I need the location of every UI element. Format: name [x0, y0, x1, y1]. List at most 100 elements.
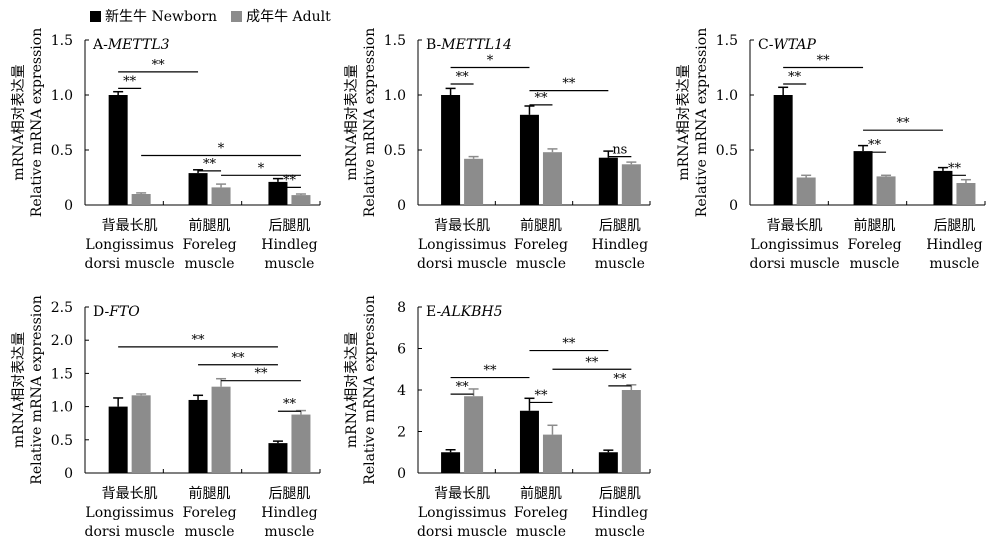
category-label-en: Longissimus: [418, 237, 507, 253]
category-label-en: Longissimus: [750, 237, 839, 253]
y-axis-label-cn: mRNA相对表达量: [344, 64, 360, 180]
category-label-en2: muscle: [185, 524, 235, 540]
category-label-en: Foreleg: [183, 237, 237, 253]
y-tick-label: 0.5: [51, 143, 73, 159]
y-axis-label-en: Relative mRNA expression: [29, 28, 45, 217]
significance-label: **: [283, 397, 297, 412]
y-axis-label-en: Relative mRNA expression: [694, 28, 710, 217]
bar-newborn-2: [598, 452, 618, 473]
category-label-cn: 后腿肌: [599, 218, 641, 234]
category-label-en: Foreleg: [514, 505, 568, 521]
significance-label: *: [218, 142, 225, 157]
y-tick-label: 0: [64, 198, 73, 214]
bar-adult-2: [621, 390, 641, 473]
significance-label: **: [123, 74, 137, 89]
significance-label: **: [897, 116, 911, 131]
bar-newborn-0: [108, 406, 128, 473]
significance-label: ns: [612, 143, 627, 158]
category-label-en2: muscle: [516, 256, 566, 272]
y-tick-label: 2.5: [51, 300, 73, 316]
category-label-en: Hindleg: [592, 237, 648, 253]
bar-newborn-1: [188, 173, 208, 205]
bar-adult-1: [876, 176, 896, 205]
category-label-en2: muscle: [595, 524, 645, 540]
category-label-cn: 背最长肌: [767, 218, 823, 234]
y-tick-label: 1.5: [51, 366, 73, 382]
significance-label: **: [534, 388, 548, 403]
y-tick-label: 1.0: [51, 400, 73, 416]
bar-adult-0: [131, 194, 151, 205]
significance-label: **: [562, 77, 576, 92]
significance-label: **: [152, 58, 166, 73]
bar-adult-1: [542, 152, 562, 205]
category-label-cn: 后腿肌: [268, 218, 310, 234]
bar-newborn-2: [598, 157, 618, 205]
bar-adult-0: [464, 396, 484, 473]
bar-newborn-0: [441, 452, 461, 473]
significance-label: **: [868, 138, 882, 153]
category-label-en2: muscle: [185, 256, 235, 272]
y-axis-label-en: Relative mRNA expression: [362, 295, 378, 484]
significance-label: **: [788, 70, 802, 85]
panel-title-gene: METTL14: [440, 37, 512, 53]
bar-newborn-2: [268, 443, 288, 473]
bar-newborn-2: [933, 170, 953, 205]
panel-a: 0 0.5 1.0 1.5 mRNA相对表达量 Relative mRNA express…: [11, 28, 321, 272]
category-label-cn: 前腿肌: [189, 217, 231, 234]
significance-label: **: [948, 161, 962, 176]
significance-label: **: [203, 157, 217, 172]
panel-d: 0 0.5 1.0 1.5 2.0 2.5 mRNA相对表达量 Relative mRNA e…: [11, 295, 321, 540]
panel-title-prefix: B-: [426, 37, 442, 53]
bar-newborn-0: [441, 95, 461, 205]
y-tick-label: 0.5: [384, 143, 406, 159]
panel-c: 0 0.5 1.0 1.5 mRNA相对表达量 Relative mRNA express…: [676, 28, 986, 272]
panel-title-prefix: C-: [758, 37, 774, 53]
category-label-cn: 前腿肌: [854, 217, 896, 234]
y-tick-label: 0.5: [51, 433, 73, 449]
legend-label-newborn: 新生牛 Newborn: [105, 9, 218, 25]
panel-title-gene: METTL3: [107, 37, 170, 53]
category-label-en2: muscle: [850, 256, 900, 272]
category-label-cn: 前腿肌: [520, 217, 562, 234]
bar-adult-2: [956, 183, 976, 205]
y-axis-label-en: Relative mRNA expression: [29, 295, 45, 484]
category-label-cn: 背最长肌: [434, 218, 490, 234]
panel-title: B-METTL14: [426, 37, 512, 53]
category-label-en2: dorsi muscle: [85, 524, 175, 540]
category-label-en: Hindleg: [261, 237, 317, 253]
bar-adult-2: [291, 195, 311, 205]
y-tick-label: 1.5: [716, 33, 738, 49]
y-tick-label: 2: [397, 425, 406, 441]
bar-adult-0: [796, 177, 816, 205]
bar-adult-1: [542, 434, 562, 473]
y-tick-label: 1.5: [51, 33, 73, 49]
bar-adult-0: [131, 395, 151, 473]
category-label-en: Foreleg: [514, 237, 568, 253]
y-tick-label: 0.5: [716, 143, 738, 159]
y-tick-label: 1.0: [384, 88, 406, 104]
panel-title: E-ALKBH5: [426, 304, 503, 320]
panel-e: 0 2 4 6 8 mRNA相对表达量 Relative mRNA expression E-…: [344, 295, 651, 540]
bar-adult-1: [211, 386, 231, 473]
bar-newborn-1: [519, 410, 539, 473]
bar-newborn-1: [519, 114, 539, 205]
y-tick-label: 0: [397, 466, 406, 482]
bar-adult-0: [464, 158, 484, 205]
bar-adult-2: [621, 164, 641, 205]
category-label-en2: muscle: [929, 256, 979, 272]
y-tick-label: 8: [397, 300, 406, 316]
category-label-en2: muscle: [516, 524, 566, 540]
category-label-en: Longissimus: [418, 505, 507, 521]
significance-label: **: [456, 380, 470, 395]
significance-label: **: [817, 54, 831, 69]
category-label-en2: muscle: [264, 256, 314, 272]
y-tick-label: 0: [729, 198, 738, 214]
category-label-en: Hindleg: [926, 237, 982, 253]
y-tick-label: 0: [64, 466, 73, 482]
panel-title: C-WTAP: [758, 37, 817, 53]
panel-title-gene: FTO: [108, 304, 140, 320]
significance-label: **: [534, 91, 548, 106]
bar-newborn-1: [853, 151, 873, 205]
bar-adult-1: [211, 187, 231, 205]
bar-newborn-0: [773, 95, 793, 205]
